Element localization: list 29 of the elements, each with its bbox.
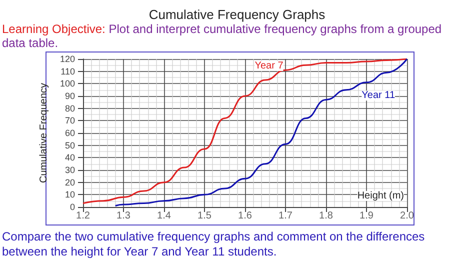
y-tick-label: 30	[64, 165, 75, 175]
y-axis-title: Cumulative Frequency	[38, 82, 50, 184]
x-tick-label: 1.2	[76, 210, 90, 222]
y-tick-label: 20	[64, 177, 75, 188]
y-tick-label: 90	[64, 91, 75, 101]
y-tick-label: 120	[60, 54, 75, 64]
y-tick-label: 40	[64, 152, 75, 163]
y-tick-label: 0	[70, 202, 75, 212]
x-tick-label: 1.8	[319, 210, 334, 222]
y-tick-label: 100	[60, 78, 75, 89]
y-tick-label: 70	[64, 116, 75, 126]
x-tick-label: 2.0	[400, 210, 414, 222]
y-tick-label: 50	[64, 140, 75, 150]
annotation: Year 7	[254, 60, 284, 72]
x-tick-label: 1.7	[278, 210, 293, 222]
annotation: Year 11	[362, 90, 396, 102]
x-tick-label: 1.9	[360, 210, 374, 222]
x-tick-label: 1.5	[198, 210, 212, 222]
x-tick-label: 1.3	[116, 210, 131, 222]
x-tick-label: 1.6	[238, 210, 252, 222]
text: Learning Objective: Plot and interpret cumulative frequency graphs from a grouped data table.	[2, 22, 442, 50]
text: Compare the two cumulative frequency graphs and comment on the differences between the height for Year 7 and Year 11 students.	[2, 230, 428, 258]
y-tick-label: 110	[60, 66, 75, 76]
chart-title: Cumulative Frequency Graphs	[148, 7, 326, 22]
x-tick-label: 1.4	[157, 210, 172, 222]
y-tick-label: 80	[64, 103, 75, 114]
y-tick-label: 10	[64, 190, 75, 200]
x-axis-title: Height (m)	[357, 190, 404, 202]
y-tick-label: 60	[64, 128, 75, 138]
